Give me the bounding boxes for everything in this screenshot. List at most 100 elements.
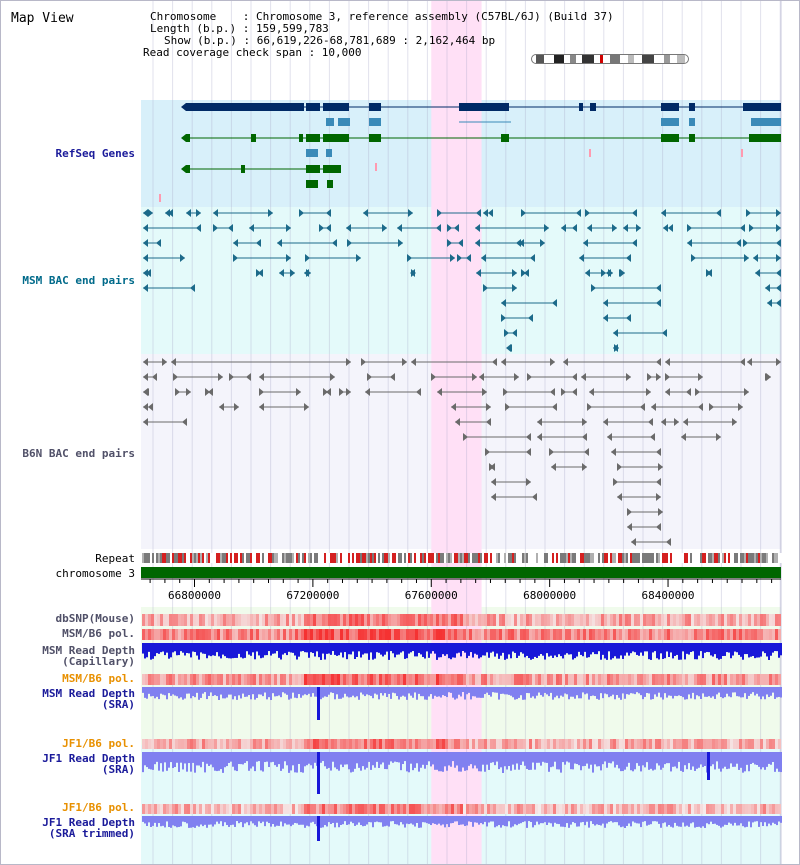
repeat-segment	[524, 553, 526, 563]
track-label-jf1-pol-1[interactable]: JF1/B6 pol.	[62, 737, 135, 750]
track-label-jf1-pol-2[interactable]: JF1/B6 pol.	[62, 801, 135, 814]
jf1-trim-depth-bar	[188, 816, 190, 828]
jf1-pol-heat-cell	[277, 804, 280, 814]
jf1-sra-depth-bar	[210, 752, 212, 765]
jf1-pol-heat-cell	[763, 739, 766, 749]
msm-bac-pair-end	[408, 209, 413, 217]
jf1-pol-heat-cell	[604, 739, 607, 749]
msm-capillary-depth-bar	[268, 643, 270, 652]
msm-pol-heat-cell	[211, 674, 214, 685]
jf1-sra-depth-bar	[522, 752, 524, 762]
jf1-trim-depth-bar	[604, 816, 606, 828]
repeat-segment	[764, 553, 766, 563]
msm-capillary-depth-bar	[386, 643, 388, 652]
msm-capillary-depth-bar	[684, 643, 686, 660]
dbsnp-heat-cell	[568, 614, 571, 626]
jf1-pol-heat-cell	[430, 804, 433, 814]
msm-capillary-depth-bar	[172, 643, 174, 653]
jf1-pol-heat-cell	[268, 804, 271, 814]
jf1-pol-heat-cell	[694, 739, 697, 749]
msm-bac-pair-end	[319, 224, 324, 232]
jf1-sra-depth-bar	[404, 752, 406, 762]
jf1-pol-heat-cell	[547, 804, 550, 814]
dbsnp-heat-cell	[562, 614, 565, 626]
jf1-pol-heat-cell	[643, 739, 646, 749]
jf1-trim-depth-bar	[602, 816, 604, 824]
repeat-segment	[144, 553, 146, 563]
msm-capillary-depth-bar	[422, 643, 424, 658]
track-label-msm-pol-2[interactable]: MSM/B6 pol.	[62, 672, 135, 685]
dbsnp-heat-cell	[586, 614, 589, 626]
msm-pol-heat-cell	[760, 629, 763, 640]
msm-capillary-depth-bar	[688, 643, 690, 655]
msm-capillary-depth-bar	[662, 643, 664, 659]
repeat-segment	[256, 553, 258, 563]
msm-capillary-depth-bar	[394, 643, 396, 658]
jf1-trim-depth-bar	[206, 816, 208, 828]
msm-bac-pair-end	[466, 254, 471, 262]
msm-pol-heat-cell	[775, 674, 778, 685]
jf1-sra-depth-bar	[354, 752, 356, 769]
track-label-msm-pol-1[interactable]: MSM/B6 pol.	[62, 627, 135, 640]
track-label-chromosome[interactable]: chromosome 3	[55, 567, 135, 580]
jf1-pol-heat-cell	[595, 804, 598, 814]
msm-sra-depth-bar	[704, 687, 706, 697]
msm-capillary-depth-bar	[204, 643, 206, 654]
jf1-pol-heat-cell	[250, 739, 253, 749]
msm-bac-pair-end	[585, 269, 590, 277]
msm-pol-heat-cell	[646, 629, 649, 640]
msm-pol-heat-cell	[169, 629, 172, 640]
jf1-pol-heat-cell	[760, 804, 763, 814]
track-label-b6n-bac[interactable]: B6N BAC end pairs	[22, 447, 135, 460]
jf1-pol-heat-cell	[508, 804, 511, 814]
repeat-segment	[562, 553, 564, 563]
msm-pol-heat-cell	[439, 674, 442, 685]
msm-pol-heat-cell	[679, 629, 682, 640]
track-label-repeat[interactable]: Repeat	[95, 552, 135, 565]
msm-capillary-depth-bar	[196, 643, 198, 656]
msm-bac-pair-end	[687, 224, 692, 232]
repeat-segment	[688, 553, 690, 563]
msm-sra-depth-bar	[512, 687, 514, 698]
gene-exon	[661, 118, 679, 126]
track-label-msm-depth-sra[interactable]: MSM Read Depth (SRA)	[1, 688, 135, 710]
repeat-segment	[646, 553, 648, 563]
jf1-trim-depth-bar	[556, 816, 558, 824]
track-label-msm-depth-cap[interactable]: MSM Read Depth (Capillary)	[1, 645, 135, 667]
jf1-sra-depth-bar	[374, 752, 376, 768]
jf1-pol-heat-cell	[733, 804, 736, 814]
msm-pol-heat-cell	[433, 629, 436, 640]
jf1-trim-depth-bar	[170, 816, 172, 828]
track-label-jf1-depth-trim[interactable]: JF1 Read Depth (SRA trimmed)	[1, 817, 135, 839]
b6n-bac-pair-end	[411, 358, 416, 366]
b6n-bac-pair-end	[505, 403, 510, 411]
dbsnp-heat-cell	[538, 614, 541, 626]
jf1-trim-depth-bar	[534, 816, 536, 826]
msm-capillary-depth-bar	[776, 643, 778, 652]
msm-capillary-depth-bar	[704, 643, 706, 653]
msm-sra-depth-bar	[694, 687, 696, 700]
track-label-refseq[interactable]: RefSeq Genes	[55, 147, 135, 160]
jf1-pol-heat-cell	[571, 804, 574, 814]
track-label-jf1-depth-sra[interactable]: JF1 Read Depth (SRA)	[1, 753, 135, 775]
msm-sra-depth-bar	[524, 687, 526, 700]
jf1-trim-depth-bar	[420, 816, 422, 828]
b6n-bac-pair-end	[526, 433, 531, 441]
msm-pol-heat-cell	[568, 629, 571, 640]
jf1-pol-heat-cell	[625, 739, 628, 749]
jf1-pol-heat-cell	[277, 739, 280, 749]
msm-sra-depth-bar	[170, 687, 172, 696]
repeat-segment	[464, 553, 466, 563]
track-label-dbsnp[interactable]: dbSNP(Mouse)	[55, 612, 135, 625]
track-label-msm-bac[interactable]: MSM BAC end pairs	[22, 274, 135, 287]
jf1-pol-heat-cell	[451, 804, 454, 814]
jf1-sra-depth-bar	[726, 752, 728, 770]
repeat-segment	[220, 553, 222, 563]
chromosome-ideogram[interactable]	[531, 54, 689, 64]
jf1-sra-depth-bar	[532, 752, 534, 763]
msm-capillary-depth-bar	[408, 643, 410, 654]
jf1-sra-depth-bar	[212, 752, 214, 768]
jf1-sra-depth-bar	[490, 752, 492, 763]
jf1-trim-depth-bar	[242, 816, 244, 828]
